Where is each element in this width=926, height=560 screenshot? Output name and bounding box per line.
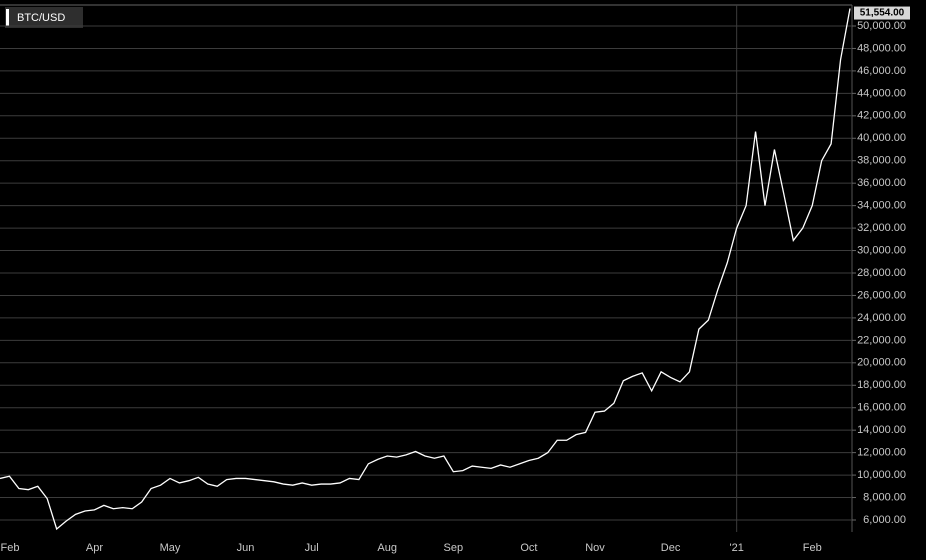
x-tick-label: Feb	[1, 542, 20, 554]
y-tick-label: 30,000.00	[857, 244, 906, 256]
y-tick-label: 8,000.00	[863, 491, 906, 503]
y-tick-label: 44,000.00	[857, 87, 906, 99]
x-tick-label: Feb	[803, 542, 822, 554]
y-tick-label: 48,000.00	[857, 42, 906, 54]
legend-swatch	[6, 9, 9, 26]
y-tick-label: 18,000.00	[857, 379, 906, 391]
price-badge-label: 51,554.00	[860, 8, 905, 19]
y-tick-label: 46,000.00	[857, 65, 906, 77]
legend-title: BTC/USD	[17, 12, 65, 24]
y-tick-label: 32,000.00	[857, 222, 906, 234]
y-tick-label: 34,000.00	[857, 200, 906, 212]
y-tick-label: 12,000.00	[857, 447, 906, 459]
y-tick-label: 42,000.00	[857, 110, 906, 122]
y-tick-label: 26,000.00	[857, 289, 906, 301]
y-tick-label: 36,000.00	[857, 177, 906, 189]
y-tick-label: 20,000.00	[857, 357, 906, 369]
x-tick-label: Nov	[585, 542, 605, 554]
legend-box	[5, 7, 83, 28]
y-tick-label: 28,000.00	[857, 267, 906, 279]
y-tick-label: 24,000.00	[857, 312, 906, 324]
x-tick-label: Apr	[86, 542, 103, 554]
x-tick-label: Dec	[661, 542, 681, 554]
y-tick-label: 14,000.00	[857, 424, 906, 436]
x-tick-label: Aug	[377, 542, 397, 554]
y-tick-label: 40,000.00	[857, 132, 906, 144]
x-tick-label: Jun	[237, 542, 255, 554]
y-tick-label: 22,000.00	[857, 334, 906, 346]
y-tick-label: 50,000.00	[857, 20, 906, 32]
y-tick-label: 6,000.00	[863, 514, 906, 526]
x-tick-label: Jul	[305, 542, 319, 554]
y-tick-label: 38,000.00	[857, 155, 906, 167]
x-tick-label: Oct	[520, 542, 537, 554]
y-tick-label: 10,000.00	[857, 469, 906, 481]
x-tick-label: May	[160, 542, 181, 554]
price-line	[0, 8, 851, 531]
x-tick-label: Sep	[444, 542, 464, 554]
price-badge	[854, 6, 910, 20]
y-tick-label: 16,000.00	[857, 402, 906, 414]
x-tick-label: '21	[729, 542, 743, 554]
